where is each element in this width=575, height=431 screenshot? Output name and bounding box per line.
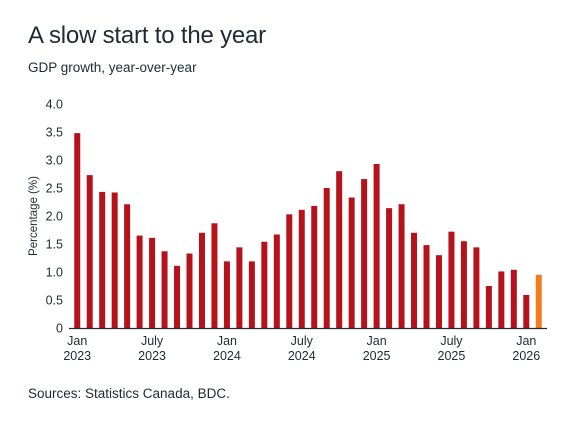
bar (435, 255, 442, 328)
bar (373, 163, 380, 328)
bar (423, 245, 430, 328)
bar (523, 294, 530, 328)
bar (174, 265, 181, 328)
bar (411, 232, 418, 328)
bar (136, 235, 143, 328)
bar (223, 261, 230, 328)
x-tick-year: 2023 (138, 349, 166, 363)
chart-title: A slow start to the year (28, 22, 266, 49)
y-axis-label-group: Percentage (%) (28, 176, 40, 256)
bar (161, 251, 168, 328)
x-tick-year: 2026 (512, 349, 540, 363)
bar-highlight (535, 274, 542, 328)
y-tick-labels: 0 0.5 1.0 1.5 2.0 2.5 3.0 3.5 4.0 (46, 98, 63, 336)
bar (86, 175, 93, 328)
x-tick-year: 2024 (213, 349, 241, 363)
bar (124, 204, 131, 328)
y-tick-label: 2.5 (46, 182, 63, 196)
y-tick-label: 1.0 (46, 266, 63, 280)
x-tick-month: Jan (217, 334, 237, 348)
y-tick-label: 1.5 (46, 238, 63, 252)
x-tick-month: Jan (516, 334, 536, 348)
x-tick-month: Jan (367, 334, 387, 348)
chart-subtitle: GDP growth, year-over-year (28, 60, 197, 75)
bar (336, 171, 343, 328)
bar (510, 269, 517, 328)
bar (460, 241, 467, 328)
bar (149, 237, 156, 328)
x-tick-month: July (440, 334, 463, 348)
y-tick-label: 2.0 (46, 210, 63, 224)
bar (298, 209, 305, 328)
bar (273, 234, 280, 328)
bar (198, 232, 205, 328)
bar (361, 179, 368, 328)
bar (386, 208, 393, 328)
y-tick-label: 0.5 (46, 294, 63, 308)
y-tick-label: 3.5 (46, 126, 63, 140)
bar (485, 286, 492, 328)
x-tick-year: 2025 (438, 349, 466, 363)
bars (74, 133, 542, 328)
bar (473, 247, 480, 328)
bar (186, 253, 193, 328)
source-note: Sources: Statistics Canada, BDC. (28, 386, 230, 401)
bar (348, 197, 355, 328)
bar (236, 247, 243, 328)
y-axis-label: Percentage (%) (28, 176, 40, 256)
x-tick-year: 2024 (288, 349, 316, 363)
bar (248, 261, 255, 328)
bar (286, 214, 293, 328)
bar (323, 188, 330, 328)
x-tick-month: Jan (67, 334, 87, 348)
x-tick-month: July (141, 334, 164, 348)
y-tick-label: 3.0 (46, 154, 63, 168)
bar (74, 133, 81, 328)
bar (311, 205, 318, 328)
x-tick-year: 2023 (63, 349, 91, 363)
y-tick-label: 4.0 (46, 98, 63, 112)
bar (398, 204, 405, 328)
bar (99, 191, 106, 328)
x-tick-labels: Jan2023July2023Jan2024July2024Jan2025Jul… (63, 334, 540, 363)
bar (448, 231, 455, 328)
x-tick-month: July (291, 334, 314, 348)
bar (211, 223, 218, 328)
y-tick-label: 0 (56, 322, 63, 336)
bar (111, 192, 118, 328)
bar (261, 241, 268, 328)
bar (498, 271, 505, 328)
x-tick-year: 2025 (363, 349, 391, 363)
